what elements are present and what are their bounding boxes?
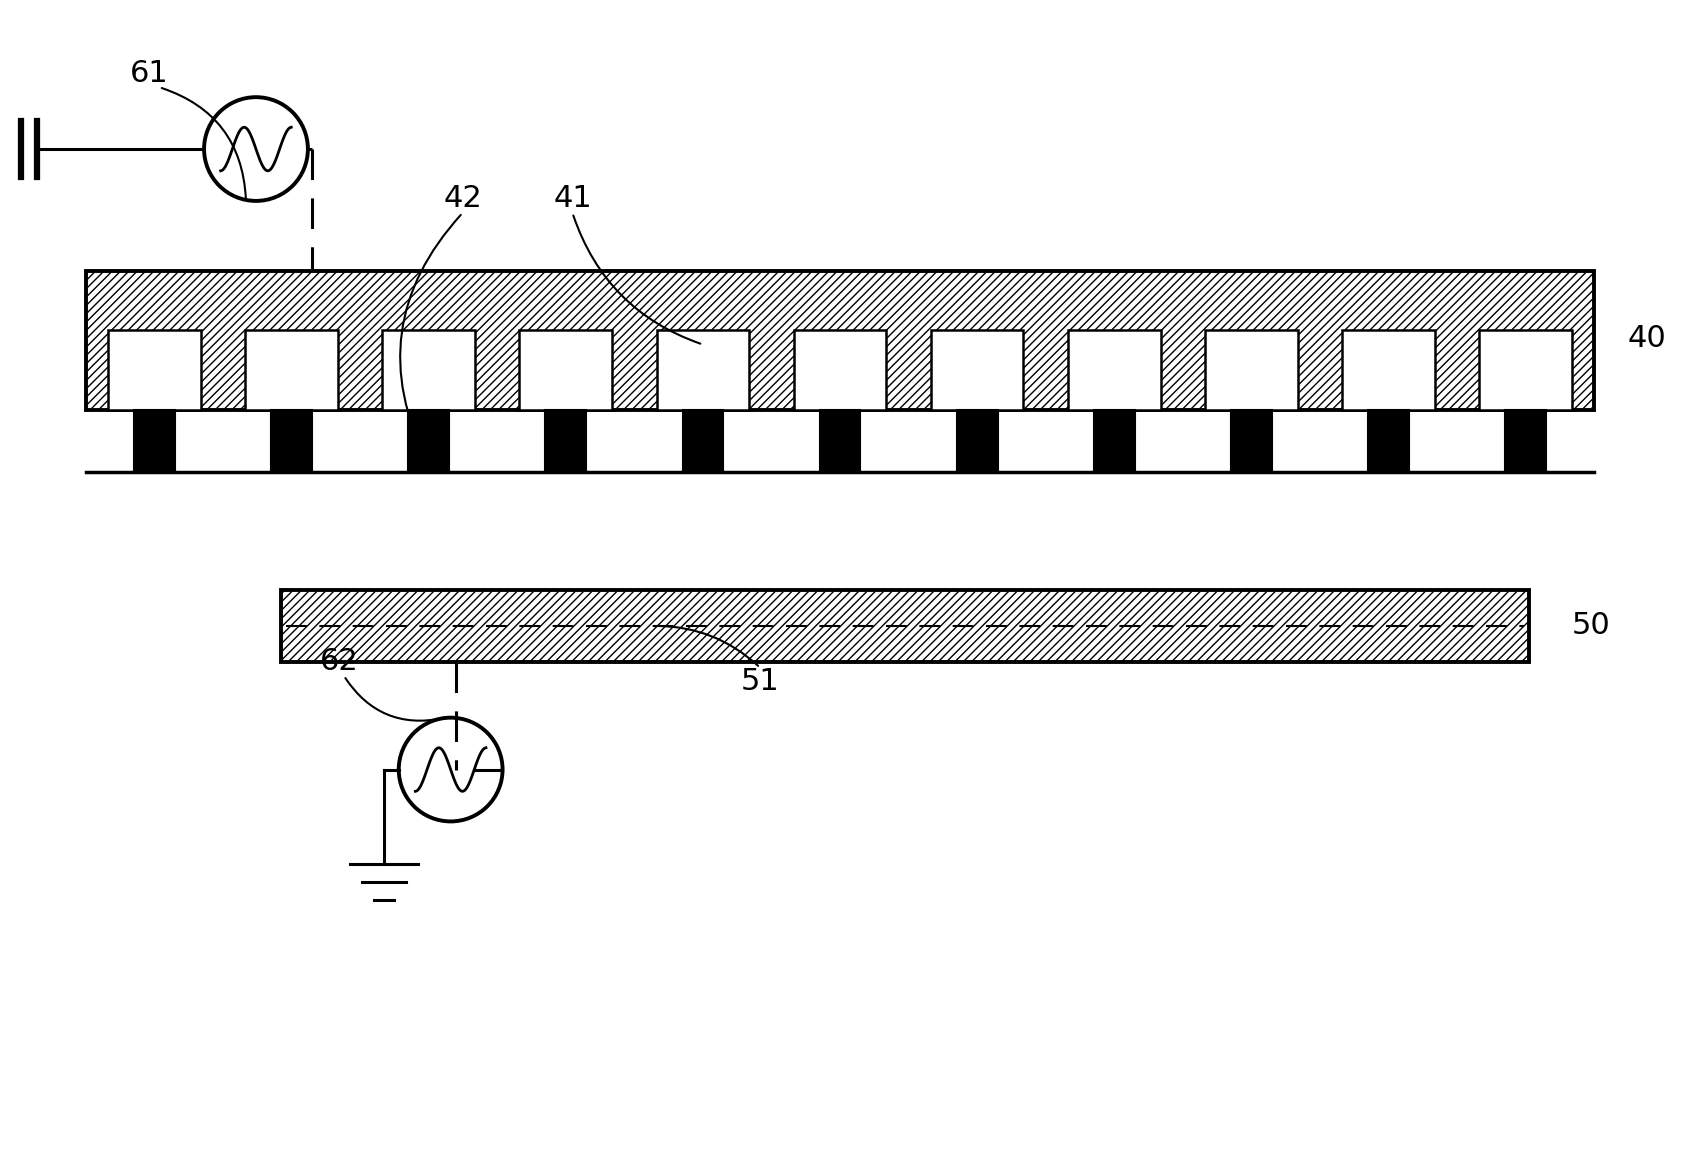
Bar bbox=[1342, 330, 1434, 410]
Bar bbox=[819, 410, 860, 472]
Bar bbox=[87, 271, 1594, 410]
Text: 61: 61 bbox=[130, 59, 169, 88]
Bar bbox=[1094, 410, 1135, 472]
Bar bbox=[1205, 330, 1297, 410]
Bar bbox=[1367, 410, 1408, 472]
Bar bbox=[546, 410, 587, 472]
Bar bbox=[1231, 410, 1272, 472]
Text: 40: 40 bbox=[1627, 324, 1666, 353]
Bar bbox=[271, 410, 312, 472]
Bar bbox=[382, 330, 475, 410]
Bar bbox=[408, 410, 449, 472]
Bar bbox=[1506, 410, 1547, 472]
Bar bbox=[657, 330, 749, 410]
Bar bbox=[794, 330, 886, 410]
Text: 62: 62 bbox=[319, 647, 358, 676]
Bar bbox=[683, 410, 724, 472]
Bar bbox=[956, 410, 997, 472]
Text: 41: 41 bbox=[553, 184, 592, 213]
Bar bbox=[1478, 330, 1572, 410]
Bar bbox=[519, 330, 613, 410]
Bar bbox=[135, 410, 176, 472]
Bar bbox=[930, 330, 1024, 410]
Bar bbox=[246, 330, 338, 410]
Bar bbox=[1067, 330, 1161, 410]
Bar bbox=[108, 330, 201, 410]
Text: 42: 42 bbox=[444, 184, 481, 213]
Text: 51: 51 bbox=[741, 667, 780, 696]
Bar bbox=[282, 589, 1529, 662]
Text: 50: 50 bbox=[1572, 611, 1610, 640]
